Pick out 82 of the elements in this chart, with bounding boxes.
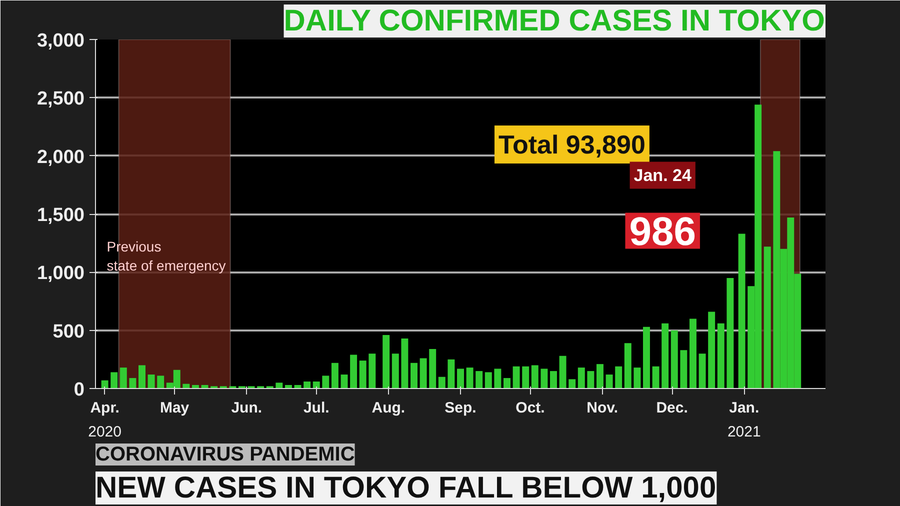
- bar: [322, 376, 330, 388]
- y-tick-label: 0: [74, 380, 85, 400]
- x-tick-label: Jan.: [729, 400, 760, 416]
- chart-title: DAILY CONFIRMED CASES IN TOKYO: [284, 4, 825, 38]
- bar: [494, 368, 502, 388]
- bar: [401, 338, 408, 388]
- bar: [559, 356, 566, 388]
- bar: [522, 366, 530, 388]
- y-tick-label: 500: [52, 321, 84, 342]
- text: 2021: [727, 424, 761, 440]
- y-tick-label: 2,500: [36, 88, 84, 110]
- bar: [550, 371, 557, 388]
- bar: [304, 382, 311, 388]
- bar: [382, 334, 390, 388]
- bar: [689, 318, 696, 388]
- y-tick-label: 1,000: [36, 263, 84, 284]
- bar: [764, 246, 771, 388]
- bar: [350, 354, 358, 388]
- y-tick-label: 2,000: [36, 146, 84, 168]
- bar: [652, 366, 660, 388]
- bar: [110, 372, 118, 388]
- bar: [504, 378, 510, 388]
- bar: [359, 360, 366, 388]
- x-tick-label: Dec.: [656, 400, 688, 416]
- x-tick-label: Jul.: [303, 400, 330, 416]
- y-tick-label: 1,500: [36, 205, 84, 226]
- bar: [457, 368, 464, 388]
- bar: [392, 354, 399, 388]
- bar: [312, 382, 320, 388]
- bar: [410, 362, 418, 388]
- bar: [540, 368, 548, 388]
- bar: [680, 350, 688, 388]
- x-tick-label: Oct.: [516, 400, 545, 416]
- bar: [670, 330, 678, 388]
- x-tick-label: Jun.: [231, 400, 262, 416]
- bar: [484, 372, 492, 388]
- bar: [662, 323, 669, 388]
- bar: [438, 376, 446, 388]
- bar: [698, 354, 706, 388]
- x-tick-label: Sep.: [444, 400, 476, 416]
- bar: [708, 312, 716, 388]
- bar: [738, 234, 746, 388]
- bar: [420, 358, 427, 388]
- bar: [148, 374, 155, 388]
- bar: [448, 359, 455, 388]
- bar: [596, 364, 604, 388]
- annotation: Total 93,890: [498, 130, 646, 160]
- x-tick-label: Aug.: [372, 400, 406, 416]
- bar: [568, 379, 576, 388]
- bar: [615, 366, 622, 388]
- bar: [276, 382, 283, 388]
- bar: [587, 371, 594, 388]
- bar: [643, 326, 650, 388]
- bar: [129, 378, 136, 388]
- bar: [157, 376, 164, 388]
- annotation: 986: [629, 210, 696, 254]
- bar: [429, 348, 436, 388]
- bar: [120, 368, 127, 388]
- bar: [512, 366, 520, 388]
- text: CORONAVIRUS PANDEMIC: [96, 444, 355, 466]
- bar: [624, 343, 632, 388]
- band-label: Previous state of emergency: [106, 238, 226, 274]
- x-tick-label: Nov.: [586, 400, 618, 416]
- annotation: Jan. 24: [634, 166, 692, 185]
- bar: [138, 365, 146, 388]
- bar: [531, 365, 538, 388]
- bar: [634, 368, 641, 388]
- text: NEW CASES IN TOKYO FALL BELOW 1,000: [96, 472, 716, 504]
- bar: [101, 380, 108, 388]
- bar: [331, 362, 338, 388]
- bar: [726, 278, 734, 388]
- text: 2020: [88, 424, 122, 440]
- x-tick-label: May: [160, 400, 190, 416]
- x-tick-label: Apr.: [90, 400, 120, 416]
- bar: [340, 374, 348, 388]
- bar: [476, 371, 483, 388]
- bar: [466, 368, 474, 388]
- bar: [606, 374, 613, 388]
- y-tick-label: 3,000: [36, 30, 84, 52]
- bar: [717, 323, 724, 388]
- bar: [368, 354, 376, 388]
- bar: [578, 368, 585, 388]
